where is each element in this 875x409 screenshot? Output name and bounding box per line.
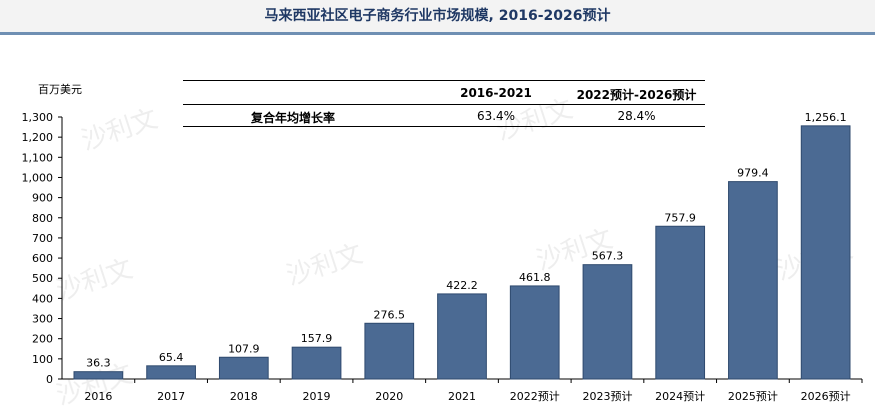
x-tick-label: 2023预计 bbox=[582, 390, 632, 403]
y-tick-label: 1,200 bbox=[22, 131, 54, 144]
cagr-value-2022-2026: 28.4% bbox=[617, 109, 656, 123]
y-tick-label: 700 bbox=[32, 232, 53, 245]
x-tick-label: 2021 bbox=[448, 390, 476, 403]
y-tick-label: 1,300 bbox=[22, 111, 54, 124]
chart-title: 马来西亚社区电子商务行业市场规模, 2016-2026预计 bbox=[264, 8, 611, 24]
cagr-row-label: 复合年均增长率 bbox=[250, 111, 335, 125]
x-tick-label: 2022预计 bbox=[510, 390, 560, 403]
bar bbox=[218, 356, 269, 380]
table-bottom-rule bbox=[183, 126, 705, 127]
y-axis-unit-label: 百万美元 bbox=[38, 83, 82, 96]
y-tick-label: 800 bbox=[32, 212, 53, 225]
x-tick-label: 2024预计 bbox=[655, 390, 705, 403]
bar bbox=[291, 346, 342, 380]
bar bbox=[509, 285, 560, 380]
bar bbox=[582, 264, 633, 380]
bar bbox=[146, 365, 196, 380]
bar-value-label: 157.9 bbox=[301, 332, 333, 345]
bar-value-label: 36.3 bbox=[86, 357, 111, 370]
bar-value-label: 65.4 bbox=[159, 351, 184, 364]
cagr-header-2016-2021: 2016-2021 bbox=[460, 86, 532, 100]
bar bbox=[364, 322, 415, 380]
bar bbox=[728, 181, 778, 380]
y-tick-label: 1,000 bbox=[22, 171, 54, 184]
bar-series: 36.3 65.4 107.9 157.9 276.5 422.2 461.8 567.3 75… bbox=[73, 111, 851, 380]
title-divider bbox=[0, 32, 875, 35]
y-tick-label: 300 bbox=[32, 313, 53, 326]
bar bbox=[437, 293, 487, 380]
y-tick-label: 900 bbox=[32, 192, 53, 205]
bar-value-label: 1,256.1 bbox=[805, 111, 847, 124]
bar-value-label: 461.8 bbox=[519, 271, 551, 284]
watermark-text: 沙利文 bbox=[53, 254, 136, 307]
bar bbox=[73, 371, 124, 380]
x-tick-label: 2017 bbox=[157, 390, 185, 403]
y-tick-label: 100 bbox=[32, 353, 53, 366]
y-tick-label: 500 bbox=[32, 272, 53, 285]
x-tick-label: 2016 bbox=[84, 390, 112, 403]
y-tick-label: 400 bbox=[32, 292, 53, 305]
y-tick-label: 600 bbox=[32, 252, 53, 265]
bar-value-label: 276.5 bbox=[374, 308, 406, 321]
title-bar bbox=[0, 0, 875, 34]
bar-value-label: 567.3 bbox=[592, 250, 624, 263]
cagr-table: 2016-2021 2022预计-2026预计 复合年均增长率 63.4% 28… bbox=[183, 80, 705, 127]
y-axis: 0 100 200 300 400 500 600 700 800 900 1,000 1,100 1,… bbox=[22, 111, 63, 386]
bar-value-label: 757.9 bbox=[664, 211, 696, 224]
y-tick-label: 0 bbox=[46, 373, 53, 386]
x-tick-label: 2018 bbox=[230, 390, 258, 403]
bar-value-label: 979.4 bbox=[737, 167, 769, 180]
x-axis: 2016 2017 2018 2019 2020 2021 2022预计 2023预计 2024… bbox=[62, 378, 863, 403]
x-tick-label: 2019 bbox=[303, 390, 331, 403]
table-mid-rule bbox=[183, 104, 705, 105]
y-tick-label: 1,100 bbox=[22, 151, 54, 164]
bar-value-label: 422.2 bbox=[446, 279, 478, 292]
cagr-value-2016-2021: 63.4% bbox=[476, 109, 516, 123]
y-tick-label: 200 bbox=[32, 333, 53, 346]
bar bbox=[655, 225, 706, 380]
x-tick-label: 2025预计 bbox=[728, 390, 778, 403]
watermark-text: 沙利文 bbox=[283, 239, 366, 292]
watermark-text: 沙利文 bbox=[78, 104, 161, 157]
x-tick-label: 2026预计 bbox=[801, 390, 851, 403]
x-tick-label: 2020 bbox=[375, 390, 403, 403]
table-top-rule bbox=[183, 80, 705, 81]
cagr-header-2022-2026: 2022预计-2026预计 bbox=[576, 88, 697, 102]
bar bbox=[800, 125, 851, 380]
bar-value-label: 107.9 bbox=[228, 342, 260, 355]
